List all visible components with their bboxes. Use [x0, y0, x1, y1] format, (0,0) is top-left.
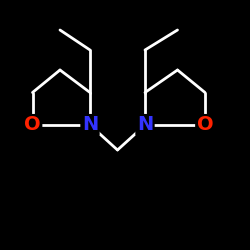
Text: O: O [197, 116, 213, 134]
Text: N: N [82, 116, 98, 134]
Text: N: N [137, 116, 153, 134]
Text: O: O [24, 116, 41, 134]
